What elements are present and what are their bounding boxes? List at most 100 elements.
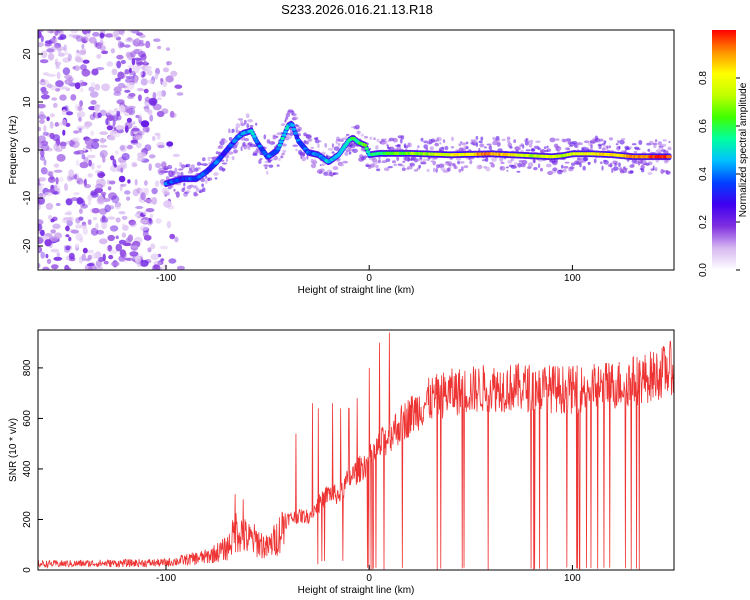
noise-blob — [113, 163, 118, 168]
noise-blob — [109, 225, 119, 232]
noise-blob — [128, 67, 132, 74]
noise-blob — [126, 108, 134, 115]
ridge-halo — [478, 165, 483, 169]
ridge-halo — [259, 158, 263, 161]
noise-blob — [84, 138, 94, 146]
noise-blob — [80, 64, 87, 71]
noise-blob — [85, 33, 91, 38]
ridge-halo — [545, 163, 552, 168]
noise-blob — [146, 79, 155, 84]
noise-blob — [115, 243, 123, 252]
noise-blob — [49, 132, 55, 140]
ridge-halo — [528, 143, 533, 148]
ridge-halo — [407, 157, 410, 162]
noise-blob — [38, 203, 41, 211]
noise-blob — [168, 258, 177, 264]
ridge-halo — [517, 162, 522, 168]
noise-blob — [114, 205, 121, 210]
noise-blob — [53, 256, 63, 261]
noise-blob — [160, 78, 164, 82]
noise-blob — [151, 187, 158, 195]
noise-blob — [55, 80, 64, 88]
noise-blob — [109, 249, 118, 255]
noise-blob — [126, 196, 131, 201]
noise-blob — [62, 57, 70, 63]
ridge-point — [283, 130, 288, 134]
ridge-halo — [429, 146, 434, 151]
ridge-halo — [647, 148, 651, 152]
noise-blob — [52, 223, 61, 230]
ridge-halo — [521, 159, 528, 165]
noise-blob — [167, 146, 173, 150]
noise-blob — [75, 35, 84, 42]
noise-blob — [101, 222, 107, 230]
noise-blob — [108, 254, 114, 260]
noise-blob — [157, 45, 162, 50]
noise-blob — [136, 259, 142, 267]
ridge-halo — [606, 145, 609, 149]
noise-blob — [70, 30, 79, 34]
ridge-halo — [380, 140, 386, 145]
noise-blob — [95, 183, 104, 190]
noise-blob — [99, 137, 106, 144]
ridge-halo — [619, 139, 625, 145]
noise-blob — [111, 261, 120, 267]
snr-series-line — [38, 332, 674, 570]
noise-blob — [62, 217, 68, 224]
ridge-halo — [280, 123, 286, 127]
ridge-halo — [377, 159, 381, 164]
noise-blob — [40, 251, 45, 259]
noise-blob — [54, 30, 59, 37]
noise-blob — [80, 223, 88, 229]
noise-blob — [76, 111, 86, 118]
noise-blob — [139, 189, 144, 193]
ridge-halo — [558, 169, 564, 173]
noise-blob — [92, 216, 98, 221]
noise-blob — [90, 227, 99, 236]
noise-blob — [134, 48, 143, 55]
noise-blob — [76, 197, 84, 205]
noise-blob — [58, 122, 63, 126]
noise-blob — [80, 203, 88, 209]
noise-blob — [102, 155, 106, 163]
noise-blob — [109, 131, 116, 136]
noise-blob — [39, 59, 49, 64]
noise-blob — [81, 221, 87, 226]
noise-blob — [115, 150, 119, 155]
noise-blob — [42, 72, 50, 76]
noise-blob — [106, 109, 115, 117]
noise-blob — [51, 45, 59, 51]
noise-blob — [92, 32, 100, 37]
ridge-halo — [373, 137, 376, 140]
ridge-halo — [465, 141, 469, 145]
noise-blob — [139, 72, 144, 76]
ridge-halo — [533, 158, 536, 163]
spectrogram-x-tick-label: 0 — [366, 273, 372, 284]
noise-blob — [122, 242, 132, 247]
noise-blob — [38, 178, 41, 184]
ridge-halo — [240, 123, 246, 127]
ridge-halo — [546, 145, 549, 149]
noise-blob — [117, 40, 123, 49]
ridge-halo — [223, 168, 226, 171]
ridge-halo — [422, 161, 427, 165]
ridge-halo — [530, 139, 534, 145]
ridge-halo — [407, 142, 412, 148]
noise-blob — [38, 236, 44, 244]
ridge-halo — [360, 133, 364, 137]
noise-blob — [56, 71, 61, 80]
noise-blob — [65, 225, 70, 232]
noise-blob — [142, 126, 150, 133]
ridge-halo — [418, 164, 421, 169]
ridge-halo — [302, 151, 306, 157]
noise-blob — [120, 59, 126, 65]
ridge-halo — [306, 135, 312, 139]
noise-blob — [74, 174, 78, 180]
ridge-halo — [164, 170, 170, 173]
ridge-halo — [601, 165, 604, 171]
noise-blob — [166, 220, 172, 229]
noise-blob — [59, 86, 68, 90]
noise-blob — [95, 104, 101, 108]
noise-blob — [139, 259, 149, 267]
